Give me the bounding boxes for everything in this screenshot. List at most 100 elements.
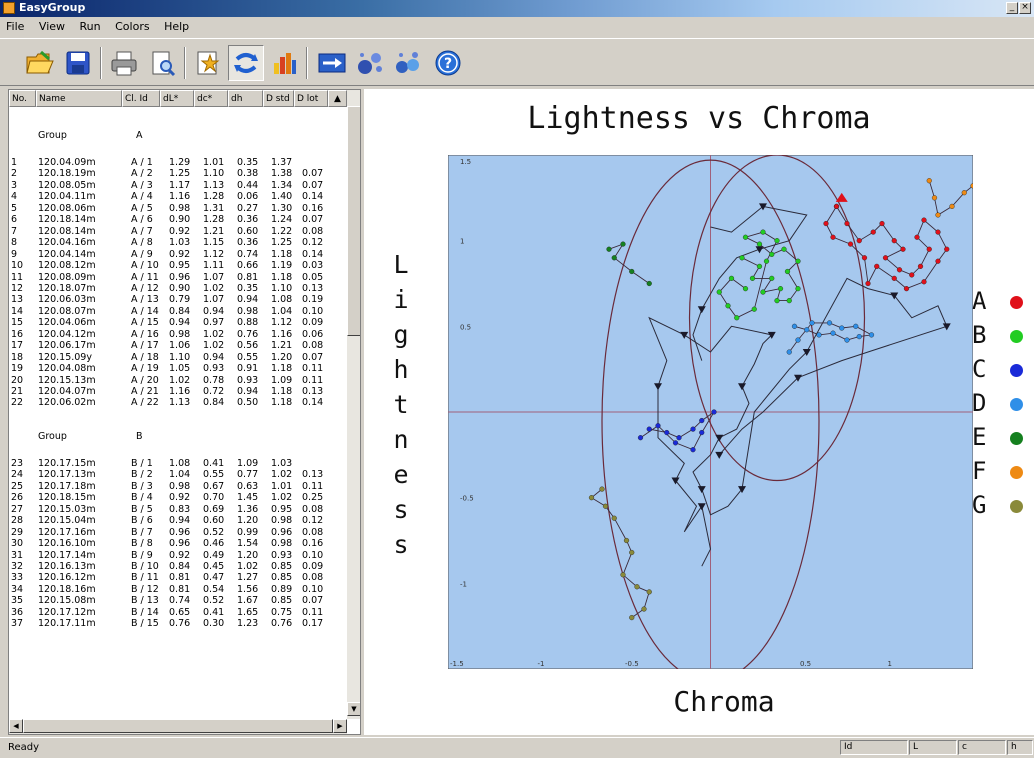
- menu-help[interactable]: Help: [164, 20, 190, 33]
- point-d: [804, 327, 810, 333]
- table-row[interactable]: 37 120.17.11m B / 15 0.76 0.30 1.23 0.76 0.17: [9, 618, 347, 629]
- table-row[interactable]: 33 120.16.12m B / 11 0.81 0.47 1.27 0.85 0.08: [9, 572, 347, 583]
- col-header-dc[interactable]: dc*: [194, 90, 228, 107]
- table-row[interactable]: 24 120.17.13m B / 2 1.04 0.55 0.77 1.02 0.13: [9, 469, 347, 480]
- minimize-button[interactable]: _: [1006, 2, 1018, 14]
- table-cell: 0.55: [237, 351, 259, 363]
- table-cell: 31: [11, 549, 24, 561]
- col-header-cl-id[interactable]: Cl. Id: [122, 90, 160, 107]
- table-row[interactable]: 8 120.04.16m A / 8 1.03 1.15 0.36 1.25 0.12: [9, 237, 347, 248]
- menu-view[interactable]: View: [38, 20, 66, 33]
- table-row[interactable]: 11 120.08.09m A / 11 0.96 1.07 0.81 1.18 0.05: [9, 272, 347, 283]
- point-c: [672, 440, 679, 446]
- col-header-dh[interactable]: dh: [228, 90, 263, 107]
- table-cell: 32: [11, 560, 24, 572]
- table-row[interactable]: 16 120.04.12m A / 16 0.98 1.02 0.76 1.16 0.06: [9, 329, 347, 340]
- table-cell: A / 1: [131, 157, 153, 168]
- scatter-groups-button[interactable]: [390, 45, 426, 81]
- table-cell: 0.94: [203, 305, 225, 317]
- plot-area[interactable]: -1.5 -1 -0.5 0.5 1 1.5 1 0.5 -0.5 -1: [448, 155, 973, 669]
- table-row[interactable]: 29 120.17.16m B / 7 0.96 0.52 0.99 0.96 0.08: [9, 527, 347, 538]
- table-row[interactable]: 30 120.16.10m B / 8 0.96 0.46 1.54 0.98 0.16: [9, 538, 347, 549]
- table-cell: 120.18.14m: [38, 214, 96, 226]
- save-button[interactable]: [60, 45, 96, 81]
- table-row[interactable]: 26 120.18.15m B / 4 0.92 0.70 1.45 1.02 0.25: [9, 492, 347, 503]
- table-cell: B / 1: [131, 457, 153, 469]
- col-header-d-std[interactable]: D std: [263, 90, 294, 107]
- table-cell: 7: [11, 225, 18, 237]
- legend-label: G: [972, 491, 987, 519]
- scroll-left-button[interactable]: ◀: [9, 719, 23, 733]
- table-row[interactable]: 2 120.18.19m A / 2 1.25 1.10 0.38 1.38 0.07: [9, 168, 347, 179]
- table-row[interactable]: 23 120.17.15m B / 1 1.08 0.41 1.09 1.03: [9, 458, 347, 469]
- table-cell: 0.52: [203, 526, 225, 538]
- table-row[interactable]: 10 120.08.12m A / 10 0.95 1.11 0.66 1.19 0.03: [9, 260, 347, 271]
- table-row[interactable]: 12 120.18.07m A / 12 0.90 1.02 0.35 1.10 0.13: [9, 283, 347, 294]
- table-row[interactable]: 9 120.04.14m A / 9 0.92 1.12 0.74 1.18 0.14: [9, 249, 347, 260]
- table-row[interactable]: 3 120.08.05m A / 3 1.17 1.13 0.44 1.34 0.07: [9, 180, 347, 191]
- table-row[interactable]: 15 120.04.06m A / 15 0.94 0.97 0.88 1.12 0.09: [9, 317, 347, 328]
- scroll-down-button[interactable]: ▼: [347, 702, 360, 716]
- table-cell: 120.17.18m: [38, 480, 96, 492]
- table-row[interactable]: 20 120.15.13m A / 20 1.02 0.78 0.93 1.09 0.11: [9, 375, 347, 386]
- point-b: [769, 251, 775, 257]
- table-cell: 1.20: [237, 549, 259, 561]
- table-row[interactable]: 5 120.08.06m A / 5 0.98 1.31 0.27 1.30 0.16: [9, 203, 347, 214]
- scroll-right-button[interactable]: ▶: [333, 719, 347, 733]
- table-row[interactable]: 19 120.04.08m A / 19 1.05 0.93 0.91 1.18 0.11: [9, 363, 347, 374]
- menu-run[interactable]: Run: [79, 20, 101, 33]
- table-cell: A / 5: [131, 202, 153, 214]
- chart-title: Lightness vs Chroma: [527, 101, 871, 136]
- table-cell: 1.23: [237, 618, 259, 630]
- table-row[interactable]: 22 120.06.02m A / 22 1.13 0.84 0.50 1.18 0.14: [9, 397, 347, 408]
- table-cell: 0.56: [237, 340, 259, 352]
- table-row[interactable]: 6 120.18.14m A / 6 0.90 1.28 0.36 1.24 0.07: [9, 214, 347, 225]
- h-scrollbar-thumb[interactable]: [23, 719, 333, 733]
- col-header-dl[interactable]: dL*: [160, 90, 194, 107]
- refresh-button[interactable]: [228, 45, 264, 81]
- table-row[interactable]: 4 120.04.11m A / 4 1.16 1.28 0.06 1.40 0.14: [9, 191, 347, 202]
- col-header-no[interactable]: No.: [9, 90, 36, 107]
- help-button[interactable]: ?: [430, 45, 466, 81]
- horizontal-scrollbar[interactable]: ◀ ▶: [9, 719, 347, 734]
- scatter-button[interactable]: [352, 45, 388, 81]
- open-button[interactable]: [22, 45, 58, 81]
- table-cell: 37: [11, 618, 24, 630]
- table-row[interactable]: 34 120.18.16m B / 12 0.81 0.54 1.56 0.89 0.10: [9, 584, 347, 595]
- bar-chart-button[interactable]: [266, 45, 302, 81]
- table-row[interactable]: 1 120.04.09m A / 1 1.29 1.01 0.35 1.37: [9, 157, 347, 168]
- table-row[interactable]: 32 120.16.13m B / 10 0.84 0.45 1.02 0.85 0.09: [9, 561, 347, 572]
- col-header-d-lot[interactable]: D lot: [294, 90, 328, 107]
- close-button[interactable]: ×: [1019, 2, 1031, 14]
- new-document-button[interactable]: [190, 45, 226, 81]
- run-button[interactable]: [314, 45, 350, 81]
- point-g: [646, 589, 652, 595]
- table-cell: A / 18: [131, 351, 159, 363]
- table-row[interactable]: 21 120.04.07m A / 21 1.16 0.72 0.94 1.18 0.13: [9, 386, 347, 397]
- scrollbar-thumb[interactable]: [347, 106, 360, 336]
- table-row[interactable]: 31 120.17.14m B / 9 0.92 0.49 1.20 0.93 0.10: [9, 550, 347, 561]
- col-header-name[interactable]: Name: [36, 90, 122, 107]
- print-preview-button[interactable]: [144, 45, 180, 81]
- table-row[interactable]: 7 120.08.14m A / 7 0.92 1.21 0.60 1.22 0.08: [9, 226, 347, 237]
- menu-file[interactable]: File: [6, 20, 25, 33]
- header-scroll-arrow[interactable]: ▲: [328, 90, 347, 107]
- table-row[interactable]: 27 120.15.03m B / 5 0.83 0.69 1.36 0.95 0.08: [9, 504, 347, 515]
- table-row[interactable]: 25 120.17.18m B / 3 0.98 0.67 0.63 1.01 0.11: [9, 481, 347, 492]
- table-row[interactable]: 18 120.15.09y A / 18 1.10 0.94 0.55 1.20 0.07: [9, 352, 347, 363]
- table-row[interactable]: 28 120.15.04m B / 6 0.94 0.60 1.20 0.98 0.12: [9, 515, 347, 526]
- table-row[interactable]: 35 120.15.08m B / 13 0.74 0.52 1.67 0.85 0.07: [9, 595, 347, 606]
- table-cell: 0.85: [271, 572, 293, 584]
- print-button[interactable]: [106, 45, 142, 81]
- point-b: [760, 289, 766, 295]
- point-e: [620, 241, 626, 247]
- table-row[interactable]: 36 120.17.12m B / 14 0.65 0.41 1.65 0.75 0.11: [9, 607, 347, 618]
- table-row[interactable]: 13 120.06.03m A / 13 0.79 1.07 0.94 1.08 0.19: [9, 294, 347, 305]
- table-cell: 1.28: [203, 191, 225, 203]
- table-cell: 0.76: [271, 618, 293, 630]
- vertical-scrollbar[interactable]: ▼: [347, 90, 360, 719]
- table-cell: 16: [11, 328, 24, 340]
- menu-colors[interactable]: Colors: [115, 20, 150, 33]
- table-row[interactable]: 17 120.06.17m A / 17 1.06 1.02 0.56 1.21 0.08: [9, 340, 347, 351]
- table-row[interactable]: 14 120.08.07m A / 14 0.84 0.94 0.98 1.04 0.10: [9, 306, 347, 317]
